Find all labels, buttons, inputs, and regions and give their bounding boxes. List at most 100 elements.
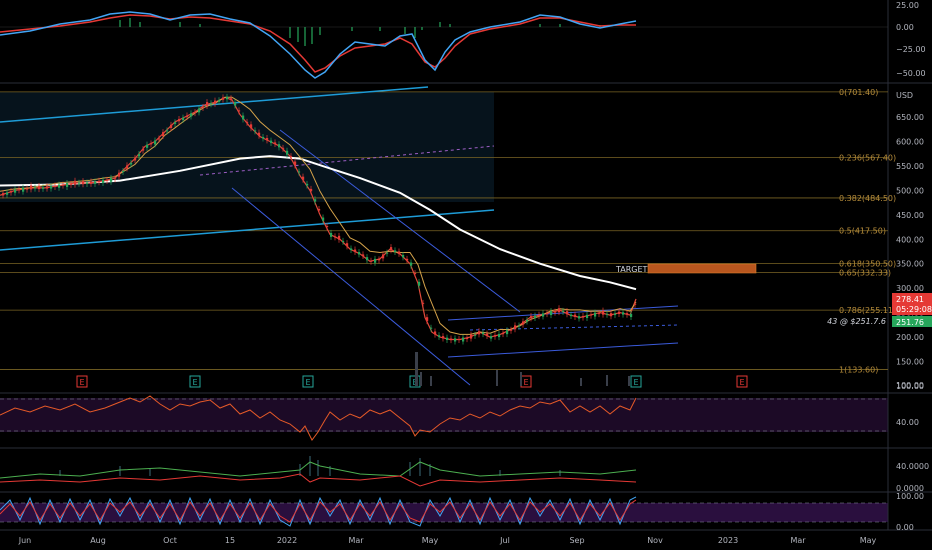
price-axis-tick: 150.00 (896, 358, 924, 367)
candle-body (90, 181, 93, 184)
candlesticks (2, 93, 637, 345)
price-axis-tick: 100.00 (896, 382, 924, 391)
candle-body (430, 327, 433, 329)
candle-body (50, 186, 53, 189)
candle-body (110, 177, 113, 182)
price-axis-tick: 350.00 (896, 260, 924, 269)
candle-body (242, 115, 245, 120)
rsi-line (0, 395, 637, 441)
candle-body (146, 144, 149, 148)
candle-body (162, 132, 165, 137)
candle-body (214, 100, 217, 104)
candle-body (310, 188, 313, 192)
candle-body (374, 258, 377, 263)
earnings-marker[interactable] (189, 375, 201, 388)
candle-body (630, 313, 633, 318)
candle-body (262, 136, 265, 139)
date-axis-label: Oct (163, 536, 177, 545)
candle-body (114, 178, 117, 180)
fib-label: 0.236(567.40) (839, 153, 896, 162)
candle-body (558, 308, 561, 313)
candle-body (62, 184, 65, 186)
target-zone[interactable] (647, 263, 757, 274)
candle-body (66, 183, 69, 187)
date-axis-label: Sep (569, 536, 584, 545)
candle-body (282, 147, 285, 149)
candle-body (58, 184, 61, 188)
candle-body (334, 236, 337, 238)
date-axis-label: 2023 (718, 536, 738, 545)
earnings-marker[interactable] (630, 375, 642, 388)
candle-body (450, 338, 453, 341)
candle-body (46, 186, 49, 189)
candle-body (54, 185, 57, 188)
candle-body (390, 247, 393, 251)
candle-body (350, 248, 353, 251)
candle-body (14, 189, 17, 193)
candle-body (106, 179, 109, 181)
earnings-marker[interactable] (302, 375, 314, 388)
candle-body (286, 150, 289, 155)
earnings-marker[interactable] (76, 375, 88, 388)
candle-body (142, 149, 145, 151)
candle-body (522, 321, 525, 325)
candle-body (274, 142, 277, 144)
candle-body (594, 312, 597, 317)
stoch-axis-tick: 0.00 (896, 523, 914, 532)
candle-body (590, 314, 593, 316)
date-axis-label: Mar (790, 536, 806, 545)
candle-body (198, 108, 201, 113)
candle-body (574, 314, 577, 317)
candle-body (278, 144, 281, 148)
macd-axis-tick: −50.00 (896, 69, 926, 78)
candle-body (190, 113, 193, 117)
candle-body (550, 311, 553, 316)
candle-body (206, 102, 209, 106)
price-axis-tick: 300.00 (896, 284, 924, 293)
candle-body (70, 183, 73, 185)
candle-body (158, 138, 161, 140)
candle-body (302, 176, 305, 180)
candle-body (86, 182, 89, 185)
macd-signal-line (0, 14, 636, 73)
earnings-marker-label: E (633, 378, 638, 387)
candle-body (538, 314, 541, 317)
candle-body (422, 302, 425, 304)
macd-axis-tick: 0.00 (896, 23, 914, 32)
candle-body (330, 232, 333, 237)
stochastic-k (0, 496, 637, 527)
macd-axis-tick: 25.00 (896, 1, 919, 10)
candle-body (626, 313, 629, 315)
candle-body (266, 138, 269, 141)
earnings-marker[interactable] (736, 375, 748, 388)
candle-body (118, 172, 121, 177)
earnings-marker-label: E (305, 378, 310, 387)
fib-label: 0.618(350.50) (839, 259, 896, 268)
candle-body (150, 143, 153, 145)
candle-body (570, 314, 573, 317)
earnings-marker-label: E (192, 378, 197, 387)
candle-body (322, 217, 325, 221)
candle-body (462, 337, 465, 342)
candle-body (442, 336, 445, 339)
price-axis-tick: 500.00 (896, 186, 924, 195)
channel-lines (0, 86, 679, 386)
candle-body (82, 181, 85, 185)
candle-body (526, 319, 529, 322)
candle-body (34, 187, 37, 189)
candle-body (554, 311, 557, 313)
candle-body (546, 313, 549, 315)
candle-body (42, 187, 45, 189)
candle-body (26, 188, 29, 190)
candle-body (490, 336, 493, 339)
candle-body (406, 258, 409, 261)
rsi-panel (0, 395, 888, 441)
candle-body (354, 249, 357, 252)
candle-body (370, 260, 373, 262)
candle-body (74, 180, 77, 185)
rsi-panel-band (0, 398, 888, 432)
date-axis[interactable]: Jun Aug Oct 15 2022 Mar May Jul Sep Nov 2023 Mar May (18, 536, 877, 545)
price-axis-tick: 450.00 (896, 211, 924, 220)
candle-body (178, 118, 181, 122)
